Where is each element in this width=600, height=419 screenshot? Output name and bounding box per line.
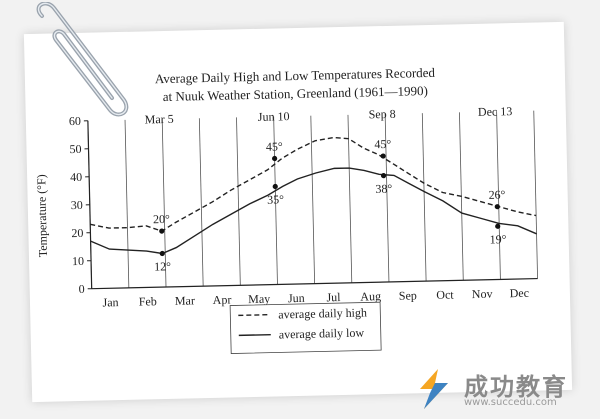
legend-box bbox=[229, 301, 382, 354]
legend-swatch bbox=[238, 313, 271, 317]
x-tick-label: Mar bbox=[175, 293, 195, 307]
data-point bbox=[159, 228, 165, 234]
paperclip-icon bbox=[36, 2, 129, 117]
grid-line-vertical bbox=[198, 118, 204, 287]
watermark-text: 成功教育 bbox=[464, 373, 568, 401]
x-tick-label: Jul bbox=[326, 290, 341, 304]
data-point bbox=[380, 173, 387, 179]
data-point bbox=[494, 204, 500, 210]
grid-line-vertical bbox=[533, 110, 538, 279]
x-tick-label: Jan bbox=[102, 295, 118, 309]
data-label: 20° bbox=[153, 212, 170, 226]
grid-line-vertical bbox=[496, 111, 501, 280]
legend-swatch bbox=[238, 333, 271, 337]
y-tick-label: 50 bbox=[69, 142, 81, 156]
data-label: 19° bbox=[489, 232, 506, 246]
x-tick-label: Aug bbox=[360, 289, 381, 303]
paper-sheet: Average Daily High and Low Temperatures … bbox=[23, 21, 573, 403]
grid-line-vertical bbox=[421, 113, 427, 282]
grid-line-vertical bbox=[347, 114, 353, 283]
series-line-low bbox=[90, 167, 537, 255]
date-marker-label: Dec 13 bbox=[478, 104, 513, 119]
grid-line-vertical bbox=[310, 115, 316, 284]
date-marker-label: Jun 10 bbox=[258, 109, 290, 124]
temperature-chart: Average Daily High and Low Temperatures … bbox=[34, 65, 538, 354]
y-tick-label: 30 bbox=[71, 198, 83, 212]
y-tick-label: 40 bbox=[70, 170, 82, 184]
y-tick-label: 20 bbox=[71, 226, 83, 240]
grid-line-vertical bbox=[124, 119, 130, 288]
data-label: 38° bbox=[375, 181, 392, 195]
data-point bbox=[159, 250, 165, 257]
x-tick-label: Oct bbox=[436, 287, 454, 301]
data-label: 35° bbox=[267, 192, 284, 206]
legend-label: average daily high bbox=[278, 305, 367, 321]
data-label: 45° bbox=[266, 139, 283, 153]
date-marker-label: Sep 8 bbox=[369, 107, 396, 122]
x-tick-label: Jun bbox=[288, 291, 305, 305]
data-point bbox=[380, 153, 386, 159]
x-axis bbox=[91, 277, 538, 290]
watermark: 成功教育 www.succedu.com bbox=[410, 365, 592, 413]
grid-line-vertical bbox=[161, 119, 167, 288]
legend-label: average daily low bbox=[279, 326, 365, 342]
watermark-logo-icon bbox=[420, 369, 448, 409]
grid-line-vertical bbox=[384, 113, 390, 282]
data-label: 45° bbox=[374, 137, 391, 151]
series-line-high bbox=[90, 136, 537, 232]
data-label: 26° bbox=[488, 187, 505, 201]
x-tick-label: May bbox=[248, 292, 270, 306]
chart-title-line1: Average Daily High and Low Temperatures … bbox=[155, 65, 436, 86]
x-tick-label: Sep bbox=[399, 288, 417, 302]
x-tick-label: Apr bbox=[213, 293, 232, 307]
x-tick-label: Nov bbox=[472, 287, 493, 301]
watermark-url: www.succedu.com bbox=[464, 397, 557, 408]
date-marker-label: Mar 5 bbox=[145, 112, 174, 127]
data-point bbox=[272, 183, 278, 190]
y-axis-label: Temperature (°F) bbox=[34, 174, 50, 257]
grid-line-vertical bbox=[236, 117, 241, 286]
y-tick-label: 0 bbox=[79, 282, 85, 296]
grid-line-vertical bbox=[273, 116, 278, 285]
y-tick-label: 60 bbox=[69, 114, 81, 128]
data-label: 12° bbox=[154, 259, 171, 273]
data-point bbox=[272, 155, 278, 162]
x-tick-label: Dec bbox=[509, 286, 529, 300]
chart-title-line2: at Nuuk Weather Station, Greenland (1961… bbox=[163, 83, 428, 104]
x-tick-label: Feb bbox=[139, 294, 157, 308]
data-point bbox=[495, 223, 501, 229]
y-tick-label: 10 bbox=[72, 254, 84, 268]
